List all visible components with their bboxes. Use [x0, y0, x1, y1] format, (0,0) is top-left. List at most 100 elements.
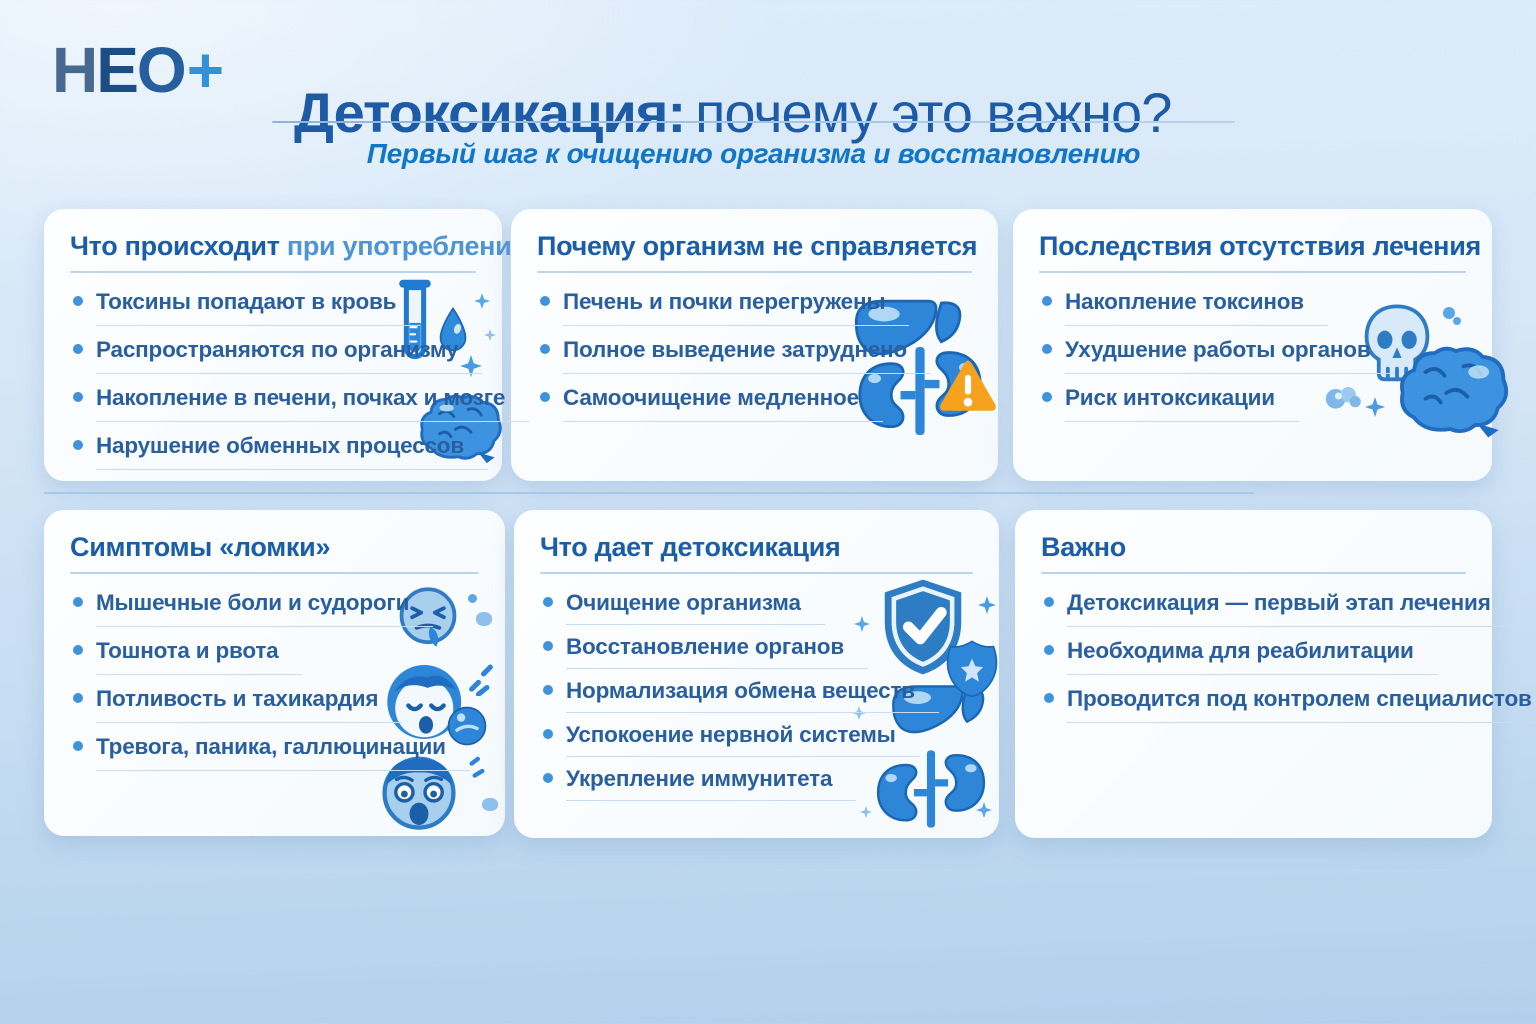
page-subtitle: Первый шаг к очищению организма и восста… — [366, 138, 1141, 169]
bullet-dot — [540, 392, 550, 402]
list-item: Тошнота и рвота — [70, 638, 479, 675]
card-title-bold: Важно — [1041, 532, 1126, 562]
card-title-light: при употреблении — [279, 231, 528, 261]
list-item: Успокоение нервной системы — [540, 722, 973, 757]
bullet-dot — [543, 773, 553, 783]
card-title: Симптомы «ломки» — [70, 532, 479, 563]
sweat-marks-icon — [468, 662, 494, 696]
card-title-rule — [70, 271, 476, 273]
brand-logo: НЕО+ — [52, 38, 224, 102]
list-item-text: Тревога, паника, галлюцинации — [96, 734, 470, 771]
logo-letter: О — [136, 34, 187, 106]
bullet-list: Токсины попадают в кровь Распространяютс… — [70, 289, 530, 470]
list-item: Самоочищение медленное — [537, 385, 972, 422]
list-item-text: Нарушение обменных процессов — [96, 433, 488, 470]
shield-check-icon — [876, 576, 970, 678]
list-item: Полное выведение затруднено — [537, 337, 972, 374]
card-important: Важно Детоксикация — первый этап лечения… — [1015, 510, 1536, 838]
list-item-text: Полное выведение затруднено — [563, 337, 931, 374]
list-item: Восстановление органов — [540, 634, 973, 669]
list-item-text: Восстановление органов — [566, 634, 868, 669]
bullet-dot — [73, 741, 83, 751]
list-item: Накопление в печени, почках и мозге — [70, 385, 530, 422]
bullet-dot — [543, 729, 553, 739]
bullet-dot — [540, 296, 550, 306]
list-item-text: Нормализация обмена веществ — [566, 678, 939, 713]
logo-plus-icon: + — [186, 34, 224, 106]
list-item: Очищение организма — [540, 590, 973, 625]
card-title: Что происходит при употреблении — [70, 231, 528, 262]
card-consequences: Последствия отсутствия лечения Накоплени… — [1013, 209, 1509, 481]
card-title-bold: Симптомы «ломки» — [70, 532, 331, 562]
brain-icon — [1397, 343, 1511, 439]
brain-icon — [418, 391, 504, 465]
page-title: Детоксикация: почему это важно? — [294, 80, 1172, 144]
bullet-dot — [73, 645, 83, 655]
test-tube-icon — [392, 271, 438, 379]
card-withdrawal-symptoms: Симптомы «ломки» Мышечные боли и судорог… — [44, 510, 505, 836]
list-item: Токсины попадают в кровь — [70, 289, 476, 326]
shield-blob-icon — [942, 636, 1002, 700]
warning-triangle-icon — [937, 357, 999, 415]
bullet-dot — [1042, 392, 1052, 402]
list-item-text: Печень и почки перегружены — [563, 289, 910, 326]
bullet-list: Детоксикация — первый этап лечения Необх… — [1041, 590, 1536, 723]
sparkle-icon — [976, 802, 992, 818]
bullet-dot — [1044, 645, 1054, 655]
bubble-dot — [1453, 317, 1461, 325]
list-item-text: Накопление токсинов — [1065, 289, 1328, 326]
list-item: Нормализация обмена веществ — [540, 678, 973, 713]
list-item-text: Проводится под контролем специалистов — [1067, 686, 1536, 723]
list-item: Проводится под контролем специалистов — [1041, 686, 1536, 723]
motion-marks-icon — [468, 756, 492, 786]
page-title-bold: Детоксикация: — [294, 80, 686, 144]
list-item: Укрепление иммунитета — [540, 766, 973, 801]
bullet-dot — [73, 296, 83, 306]
splash-dot — [468, 594, 477, 603]
card-title: Что дает детоксикация — [540, 532, 973, 563]
list-item: Накопление токсинов — [1039, 289, 1466, 326]
bullet-dot — [73, 440, 83, 450]
list-item-text: Успокоение нервной системы — [566, 722, 920, 757]
sparkle-icon — [484, 329, 496, 341]
card-what-happens: Что происходит при употреблении Токсины … — [44, 209, 530, 481]
card-title: Важно — [1041, 532, 1466, 563]
bubble-dot — [1443, 307, 1455, 319]
card-title-rule — [1041, 572, 1466, 574]
card-title: Почему организм не справляется — [537, 231, 977, 262]
page-title-rest: почему это важно? — [695, 80, 1172, 144]
bullet-list: Печень и почки перегружены Полное выведе… — [537, 289, 972, 422]
kidneys-icon — [870, 744, 992, 834]
list-item: Необходима для реабилитации — [1041, 638, 1466, 675]
bullet-dot — [1044, 597, 1054, 607]
droplet-icon — [436, 303, 470, 357]
splash-blob — [476, 612, 492, 626]
sparkle-icon — [460, 355, 482, 377]
card-detox-benefits: Что дает детоксикация Очищение организма… — [514, 510, 999, 838]
list-item-text: Распространяются по организму — [96, 337, 483, 374]
sparkle-icon — [860, 806, 872, 818]
card-title-bold: Что происходит — [70, 231, 280, 261]
list-item: Риск интоксикации — [1039, 385, 1466, 422]
list-item: Печень и почки перегружены — [537, 289, 972, 326]
card-title-rule — [537, 271, 972, 273]
list-item-text: Потливость и тахикардия — [96, 686, 403, 723]
list-item-text: Детоксикация — первый этап лечения — [1067, 590, 1515, 627]
list-item-text: Очищение организма — [566, 590, 825, 625]
dizzy-ball-icon — [446, 704, 488, 748]
list-item: Ухудшение работы органов — [1039, 337, 1466, 374]
list-item-text: Риск интоксикации — [1065, 385, 1299, 422]
bullet-dot — [73, 597, 83, 607]
list-item: Потливость и тахикардия — [70, 686, 479, 723]
list-item-text: Токсины попадают в кровь — [96, 289, 421, 326]
bullet-dot — [543, 641, 553, 651]
list-item: Детоксикация — первый этап лечения — [1041, 590, 1515, 627]
face-sweating-icon — [382, 656, 470, 748]
list-item: Тревога, паника, галлюцинации — [70, 734, 479, 771]
card-title-bold: Что дает детоксикация — [540, 532, 841, 562]
list-item: Распространяются по организму — [70, 337, 483, 374]
card-why-body-fails: Почему организм не справляется Печень и … — [511, 209, 998, 481]
logo-letter: Е — [96, 34, 139, 106]
list-item-text: Укрепление иммунитета — [566, 766, 857, 801]
list-item-text: Мышечные боли и судороги — [96, 590, 434, 627]
